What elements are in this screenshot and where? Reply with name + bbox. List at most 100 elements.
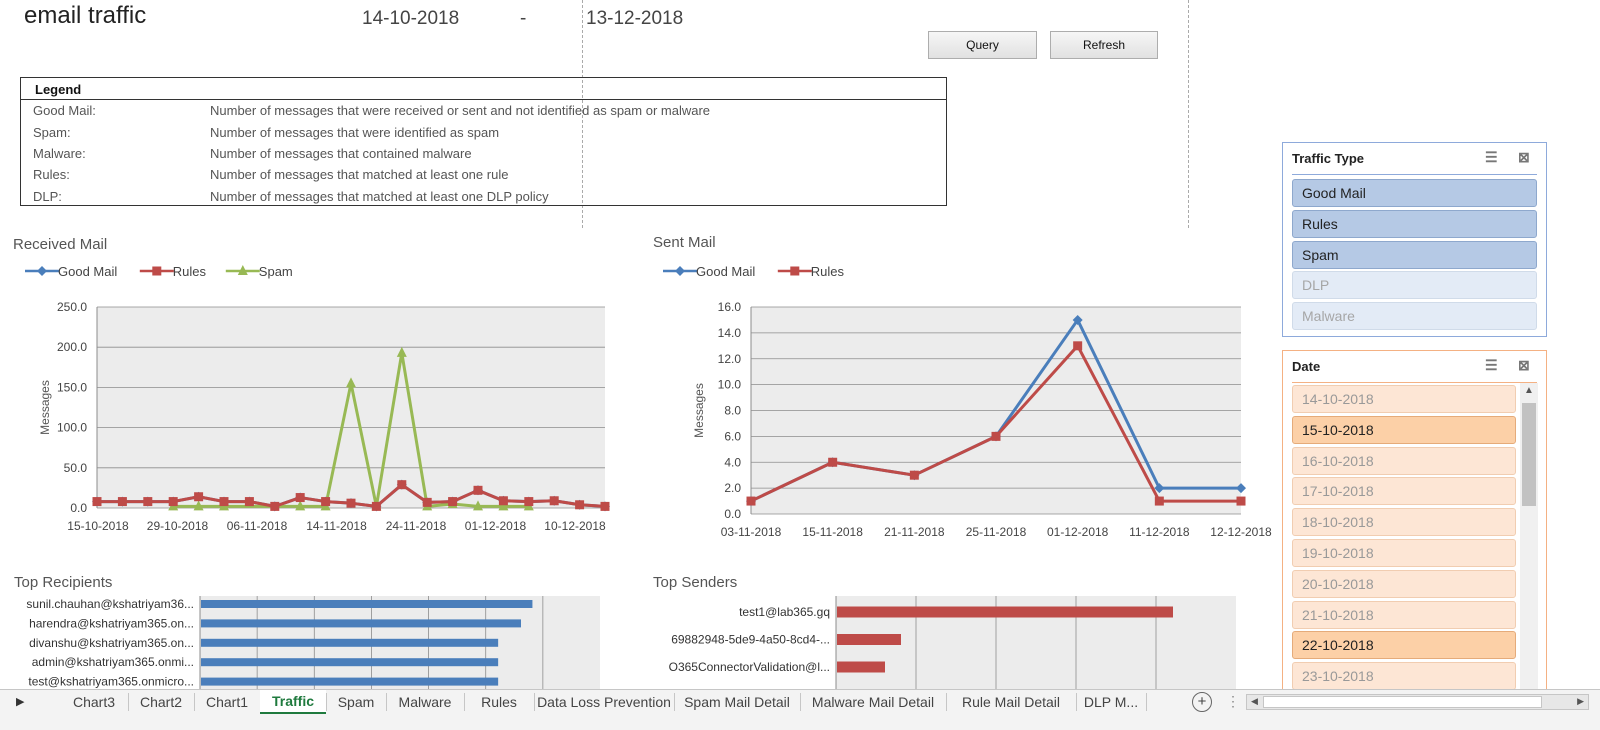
scroll-up-icon[interactable]: ▲ <box>1524 385 1534 396</box>
sent-mail-chart: 0.0 2.0 4.0 6.0 8.0 10.0 12.0 14.0 16.0 Messages 0… <box>663 264 1272 539</box>
slicer-item[interactable]: 15-10-2018 <box>1292 415 1516 444</box>
scroll-left-icon[interactable]: ◀ <box>1251 696 1258 706</box>
sheet-tab[interactable]: Chart2 <box>139 694 183 710</box>
data-point <box>1236 483 1246 494</box>
sheet-tab[interactable]: Spam <box>337 694 375 710</box>
sheet-tab-bar: ▶ Chart3 Chart2 Chart1 Traffic Spam Malware Ru… <box>0 689 1600 730</box>
data-point <box>244 497 254 507</box>
slicer-divider <box>1292 174 1537 175</box>
slicer-item[interactable]: 19-10-2018 <box>1292 539 1516 567</box>
legend-marker <box>675 266 685 276</box>
y-tick-label: 16.0 <box>718 300 742 314</box>
data-point <box>1073 341 1083 351</box>
sheet-tab[interactable]: Malware Mail Detail <box>811 694 935 710</box>
scroll-thumb[interactable] <box>1522 403 1536 506</box>
x-tick-label: 21-11-2018 <box>884 525 945 539</box>
legend-label: Rules <box>811 264 845 279</box>
slicer-item[interactable]: Spam <box>1292 240 1537 269</box>
slicer-item[interactable]: 14-10-2018 <box>1292 385 1516 413</box>
data-point <box>909 470 919 480</box>
slicer-item[interactable]: 22-10-2018 <box>1292 631 1516 660</box>
slicer-item[interactable]: Good Mail <box>1292 179 1537 207</box>
add-sheet-icon[interactable]: + <box>1192 692 1212 712</box>
category-label: test1@lab365.gq <box>739 605 830 619</box>
horizontal-scrollbar[interactable]: ◀ ▶ <box>1246 694 1589 710</box>
refresh-button[interactable]: Refresh <box>1050 31 1158 59</box>
data-point <box>193 500 204 511</box>
multi-select-icon[interactable]: ☰ <box>1485 149 1498 165</box>
y-tick-label: 14.0 <box>718 326 742 340</box>
sheet-tab[interactable]: Data Loss Prevention <box>537 694 671 710</box>
y-tick-label: 2.0 <box>724 481 741 495</box>
slicer-item[interactable]: 18-10-2018 <box>1292 508 1516 537</box>
date-from: 14-10-2018 <box>362 8 460 29</box>
tab-scroll-icon[interactable]: ▶ <box>16 696 25 708</box>
slicer-item[interactable]: 17-10-2018 <box>1292 477 1516 506</box>
legend-key: DLP: <box>33 188 62 204</box>
bar <box>201 600 533 608</box>
sheet-tab[interactable]: Chart3 <box>72 694 116 710</box>
multi-select-icon[interactable]: ☰ <box>1485 357 1498 373</box>
legend-desc: Number of messages that were received or… <box>210 103 711 119</box>
top-senders-chart: test1@lab365.gq 69882948-5de9-4a50-8cd4-.… <box>665 596 1236 702</box>
scroll-thumb[interactable] <box>1263 696 1542 708</box>
sheet-tab[interactable]: Malware <box>398 694 452 710</box>
tab-separator <box>128 693 129 711</box>
slicer-item[interactable]: DLP <box>1292 271 1537 300</box>
x-tick-label: 01-12-2018 <box>465 519 527 533</box>
x-tick-label: 06-11-2018 <box>227 519 288 533</box>
date-scrollbar[interactable]: ▲ <box>1520 383 1538 696</box>
more-options-icon[interactable]: ⋮ <box>1226 693 1240 709</box>
data-point <box>117 497 127 507</box>
data-point <box>143 497 153 507</box>
bar <box>837 661 885 673</box>
sheet-tab[interactable]: Spam Mail Detail <box>684 694 790 710</box>
x-tick-label: 10-12-2018 <box>544 519 606 533</box>
slicer-item[interactable]: 16-10-2018 <box>1292 446 1516 475</box>
data-point <box>270 501 280 511</box>
x-tick-label: 29-10-2018 <box>147 519 209 533</box>
data-point <box>575 500 585 510</box>
tab-separator <box>1076 693 1077 711</box>
sheet-tab[interactable]: Rule Mail Detail <box>961 694 1061 710</box>
bar <box>201 658 499 667</box>
data-point <box>219 497 229 507</box>
data-point <box>92 497 102 507</box>
legend-marker <box>790 266 800 276</box>
slicer-title: Date <box>1292 358 1321 374</box>
received-mail-title: Received Mail <box>13 236 108 253</box>
slicer-item[interactable]: 21-10-2018 <box>1292 600 1516 629</box>
sheet-tab[interactable]: Rules <box>481 694 517 710</box>
sheet-tab[interactable]: DLP M... <box>1083 694 1139 710</box>
slicer-item[interactable]: Rules <box>1292 209 1537 238</box>
sent-mail-title: Sent Mail <box>653 234 716 251</box>
sheet-tab[interactable]: Traffic <box>260 690 326 714</box>
x-tick-label: 24-11-2018 <box>386 519 447 533</box>
legend-label: Spam <box>259 264 293 279</box>
legend-desc: Number of messages that were identified … <box>210 124 500 140</box>
slicer-item[interactable]: 23-10-2018 <box>1292 662 1516 691</box>
tab-separator <box>464 693 465 711</box>
sheet-tab[interactable]: Chart1 <box>205 694 249 710</box>
top-recipients-title: Top Recipients <box>14 574 113 591</box>
slicer-title: Traffic Type <box>1292 150 1365 166</box>
tab-separator <box>326 693 327 711</box>
scroll-right-icon[interactable]: ▶ <box>1577 696 1584 706</box>
y-tick-label: 6.0 <box>724 429 741 443</box>
x-tick-label: 25-11-2018 <box>966 525 1027 539</box>
legend-desc: Number of messages that contained malwar… <box>210 145 472 161</box>
y-tick-label: 0.0 <box>724 507 741 521</box>
slicer-item[interactable]: Malware <box>1292 302 1537 331</box>
legend-row: Spam: Number of messages that were identi… <box>21 121 946 142</box>
query-button[interactable]: Query <box>928 31 1037 59</box>
legend-label: Good Mail <box>58 264 117 279</box>
slicer-item[interactable]: 20-10-2018 <box>1292 569 1516 598</box>
data-point <box>473 485 483 495</box>
bar <box>837 634 901 645</box>
data-point <box>473 500 483 511</box>
clear-filter-icon[interactable]: ⊠ <box>1518 149 1530 165</box>
clear-filter-icon[interactable]: ⊠ <box>1518 357 1530 373</box>
legend-label: Rules <box>173 264 207 279</box>
category-label: 69882948-5de9-4a50-8cd4-... <box>671 633 830 647</box>
